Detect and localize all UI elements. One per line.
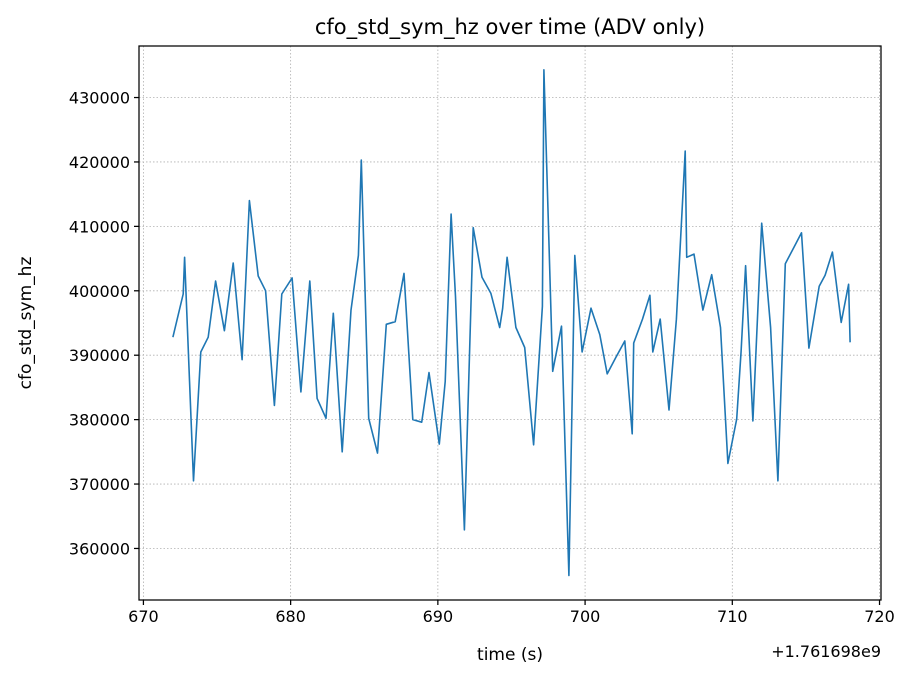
y-tick-label: 410000 — [69, 217, 130, 236]
chart-title: cfo_std_sym_hz over time (ADV only) — [315, 15, 705, 40]
y-axis-label: cfo_std_sym_hz — [16, 257, 36, 390]
x-axis-label: time (s) — [477, 645, 543, 665]
series-line — [172, 69, 851, 577]
y-tick-label: 360000 — [69, 539, 130, 558]
x-tick-label: 710 — [717, 607, 748, 626]
x-axis-ticks: 670 680 690 700 710 720 — [128, 600, 895, 626]
y-tick-label: 420000 — [69, 153, 130, 172]
x-tick-label: 690 — [423, 607, 454, 626]
y-tick-label: 430000 — [69, 89, 130, 108]
plot-frame — [138, 45, 882, 601]
y-tick-label: 380000 — [69, 411, 130, 430]
y-axis-ticks: 360000 370000 380000 390000 400000 410000 4200… — [69, 89, 139, 558]
x-tick-label: 700 — [570, 607, 601, 626]
y-tick-label: 390000 — [69, 346, 130, 365]
x-tick-label: 670 — [128, 607, 159, 626]
x-tick-label: 720 — [864, 607, 895, 626]
y-tick-label: 370000 — [69, 475, 130, 494]
grid-lines — [139, 46, 881, 600]
x-tick-label: 680 — [275, 607, 306, 626]
y-tick-label: 400000 — [69, 282, 130, 301]
series-layer — [172, 69, 851, 577]
x-axis-offset-label: +1.761698e9 — [771, 642, 881, 661]
